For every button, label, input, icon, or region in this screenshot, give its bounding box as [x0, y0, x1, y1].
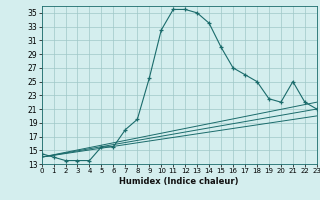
X-axis label: Humidex (Indice chaleur): Humidex (Indice chaleur): [119, 177, 239, 186]
